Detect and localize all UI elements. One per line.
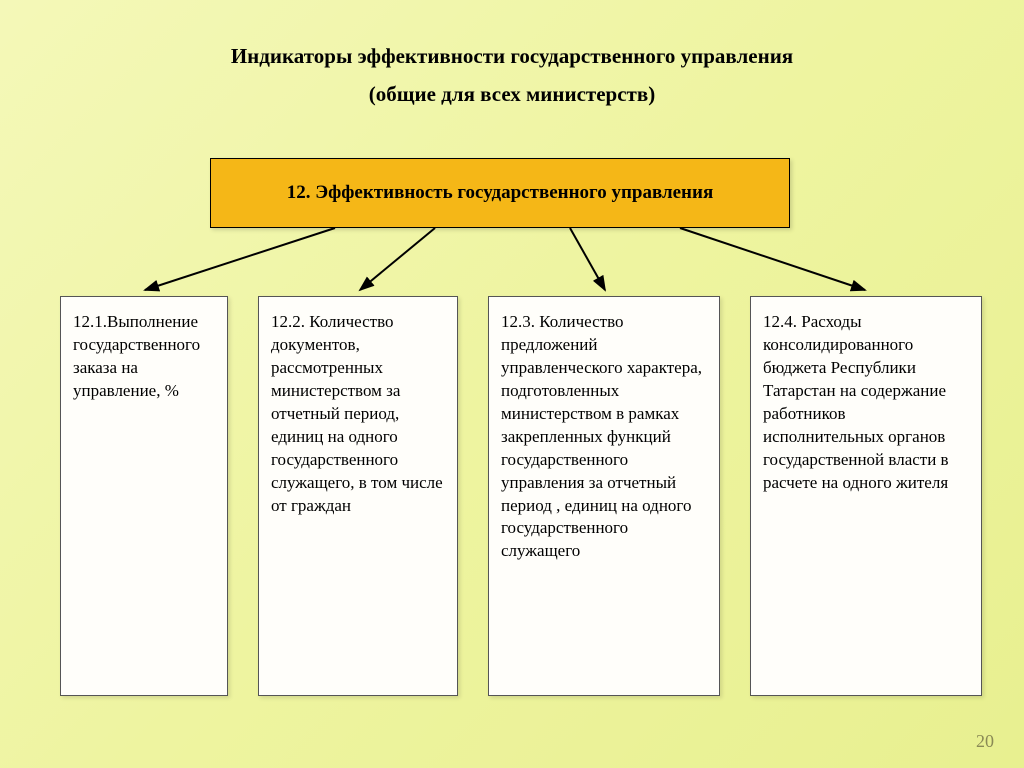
indicator-row: 12.1.Выполнение государственного заказа … xyxy=(60,296,984,696)
page-number: 20 xyxy=(976,731,994,752)
arrow-1 xyxy=(145,228,335,290)
main-category-label: 12. Эффективность государственного управ… xyxy=(287,182,713,204)
main-category-box: 12. Эффективность государственного управ… xyxy=(210,158,790,228)
title-line-2: (общие для всех министерств) xyxy=(0,76,1024,114)
indicator-box-1: 12.1.Выполнение государственного заказа … xyxy=(60,296,228,696)
slide-title: Индикаторы эффективности государственног… xyxy=(0,0,1024,114)
indicator-box-2: 12.2. Количество документов, рассмотренн… xyxy=(258,296,458,696)
indicator-box-3: 12.3. Количество предложений управленчес… xyxy=(488,296,720,696)
arrow-3 xyxy=(570,228,605,290)
title-line-1: Индикаторы эффективности государственног… xyxy=(0,38,1024,76)
arrow-2 xyxy=(360,228,435,290)
arrow-4 xyxy=(680,228,865,290)
indicator-box-4: 12.4. Расходы консолидированного бюджета… xyxy=(750,296,982,696)
